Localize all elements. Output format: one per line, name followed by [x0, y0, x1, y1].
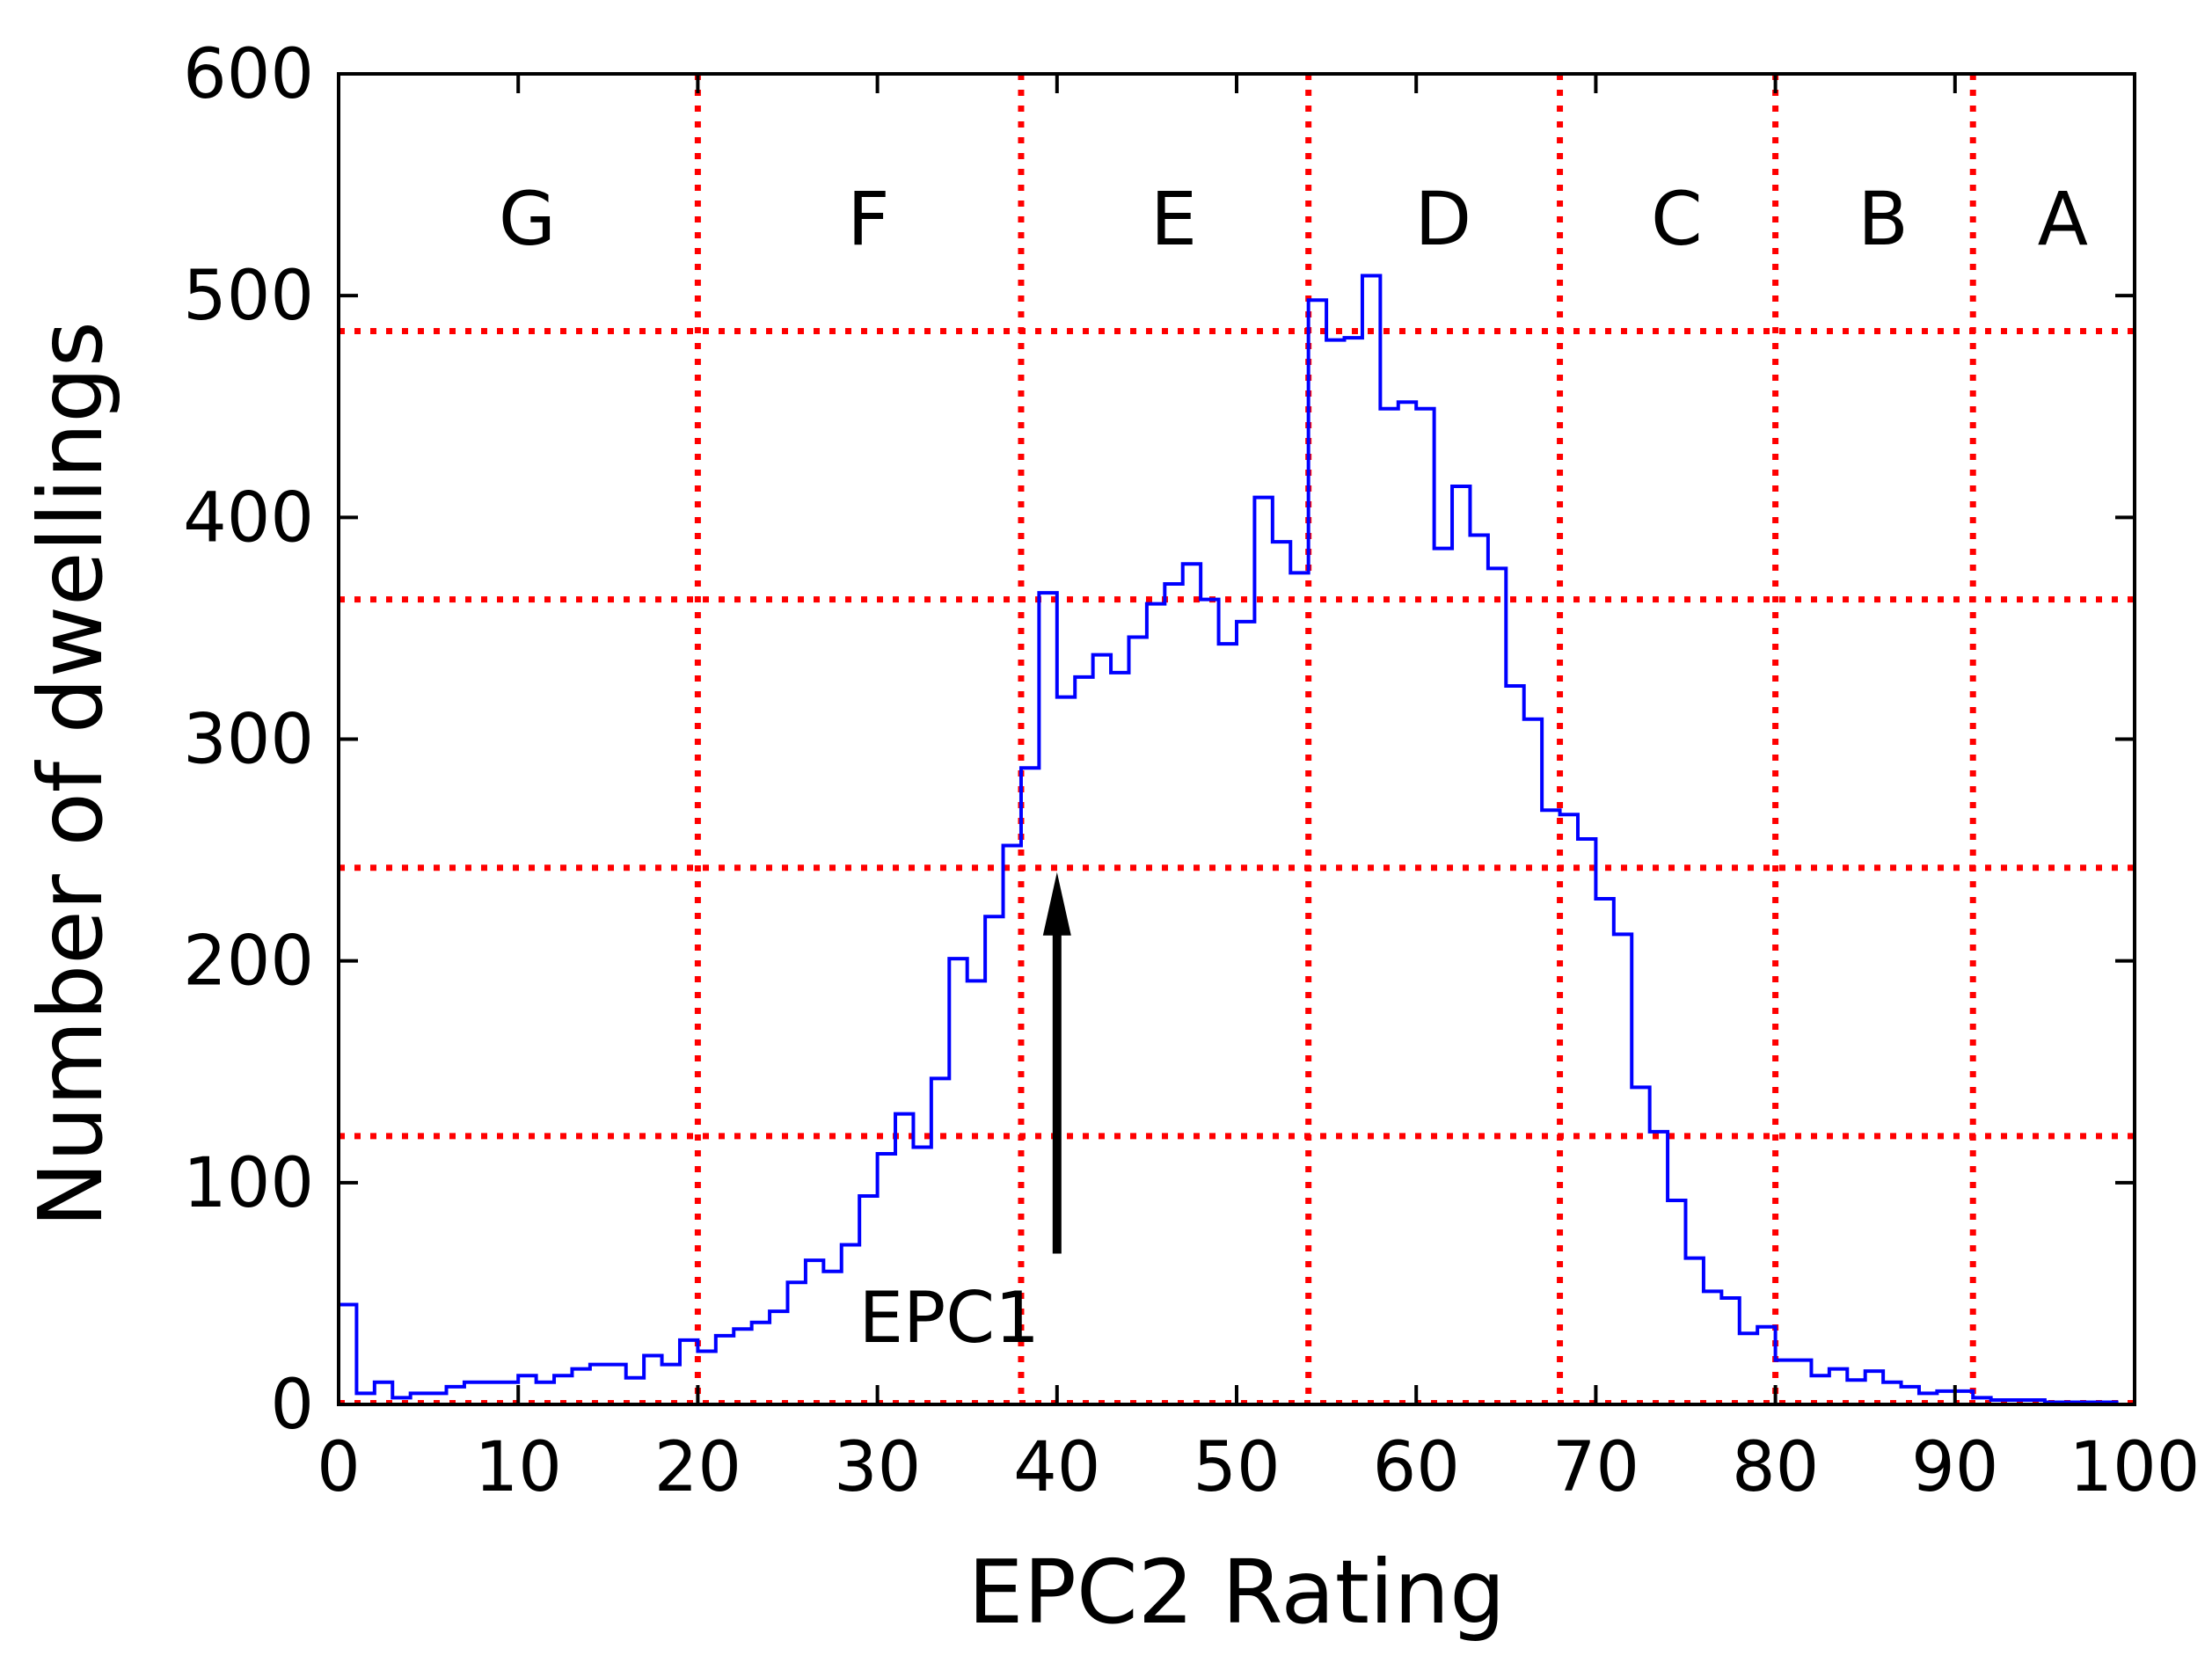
x-tick-label: 100: [2070, 1428, 2201, 1507]
x-tick-label: 80: [1732, 1428, 1819, 1507]
band-label-d: D: [1414, 176, 1471, 262]
band-grid: [339, 74, 2135, 1405]
epc1-annotation: EPC1: [859, 871, 1071, 1359]
x-tick-label: 90: [1911, 1428, 1998, 1507]
x-axis-label: EPC2 Rating: [967, 1541, 1505, 1644]
band-label-f: F: [847, 176, 889, 262]
annotation-label: EPC1: [859, 1277, 1040, 1359]
y-tick-label: 600: [183, 35, 314, 114]
x-tick-label: 40: [1013, 1428, 1100, 1507]
histogram-series: [337, 273, 2135, 1406]
y-tick-label: 200: [183, 923, 314, 1002]
band-label-b: B: [1858, 176, 1909, 262]
x-tick-label: 60: [1373, 1428, 1460, 1507]
plot-frame: [337, 72, 2136, 1406]
band-label-c: C: [1651, 176, 1703, 262]
histogram-step-line: [337, 273, 2135, 1406]
band-label-g: G: [499, 176, 556, 262]
x-tick-label: 50: [1193, 1428, 1280, 1507]
band-label-a: A: [2038, 176, 2088, 262]
x-tick-label: 10: [475, 1428, 562, 1507]
y-tick-label: 400: [183, 478, 314, 558]
y-tick-label: 100: [183, 1144, 314, 1223]
y-axis-label: Number of dwellings: [19, 321, 122, 1228]
x-tick-label: 20: [654, 1428, 741, 1507]
y-tick-label: 0: [270, 1366, 314, 1445]
x-tick-label: 0: [317, 1428, 361, 1507]
y-tick-label: 500: [183, 257, 314, 336]
y-tick-label: 300: [183, 701, 314, 780]
axis-ticks: 0 10 20 30 40 50 60 70 80 90 100 0 100 200 300 400 500 60…: [183, 35, 2200, 1507]
arrow-head: [1042, 871, 1071, 936]
x-tick-label: 30: [834, 1428, 921, 1507]
band-label-e: E: [1150, 176, 1197, 262]
x-tick-label: 70: [1552, 1428, 1639, 1507]
